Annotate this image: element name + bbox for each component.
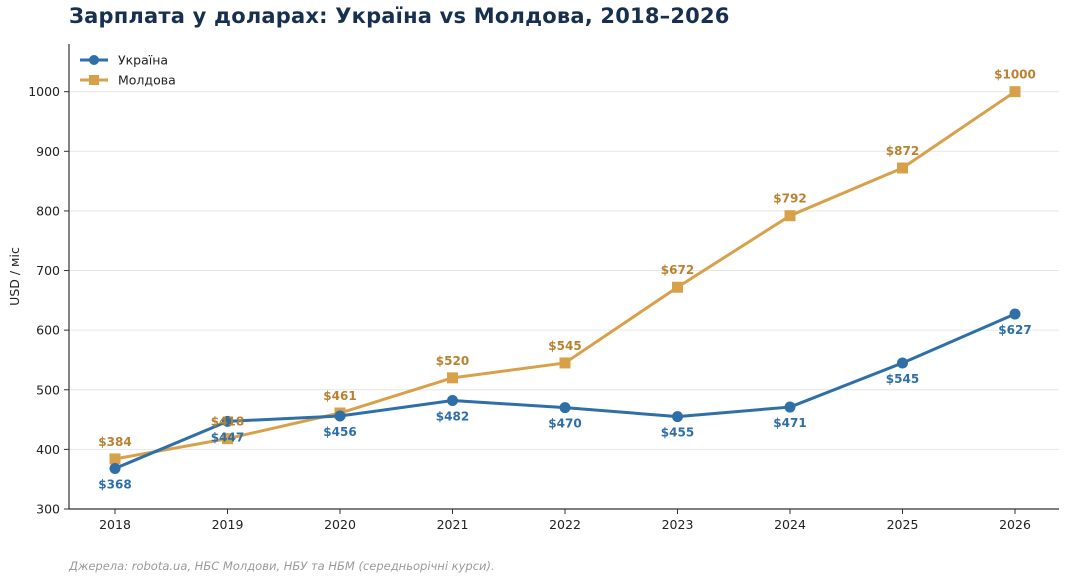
- data-label-ukraine: $456: [323, 425, 356, 439]
- data-label-ukraine: $627: [998, 323, 1031, 337]
- x-tick-label: 2019: [212, 517, 244, 532]
- data-labels: $368 $447 $456 $482 $470 $455 $471 $545 $627 $384…: [98, 68, 1036, 492]
- data-point-ukraine: [334, 410, 346, 422]
- data-point-ukraine: [447, 395, 458, 406]
- legend: Україна Молдова: [80, 53, 176, 88]
- data-label-moldova: $872: [886, 144, 919, 158]
- data-point-moldova: [1009, 86, 1021, 98]
- data-point-ukraine: [1009, 308, 1021, 320]
- x-tick-label: 2022: [549, 517, 581, 532]
- data-point-ukraine: [109, 462, 121, 474]
- data-label-moldova: $545: [548, 339, 581, 353]
- data-label-ukraine: $455: [661, 426, 694, 440]
- y-tick-label: 500: [36, 382, 60, 397]
- legend-label-moldova: Молдова: [118, 73, 176, 88]
- chart-title: Зарплата у доларах: Україна vs Молдова, …: [69, 4, 730, 28]
- data-point-moldova: [559, 357, 571, 369]
- x-tick-label: 2020: [324, 517, 356, 532]
- x-tick-label: 2018: [99, 517, 131, 532]
- y-axis-title: USD / міс: [7, 247, 22, 306]
- data-label-moldova: $672: [661, 263, 694, 277]
- source-note: Джерела: robota.ua, НБС Молдови, НБУ та …: [69, 559, 495, 573]
- data-point-ukraine: [784, 401, 796, 413]
- legend-marker-ukraine: [89, 55, 99, 65]
- data-point-moldova: [222, 433, 233, 445]
- data-point-moldova: [109, 453, 121, 465]
- data-label-moldova: $461: [323, 389, 356, 403]
- data-point-moldova: [784, 210, 796, 222]
- data-point-moldova: [897, 162, 908, 174]
- data-point-moldova: [672, 281, 683, 293]
- data-label-ukraine: $470: [548, 417, 581, 431]
- x-tick-label: 2024: [774, 517, 806, 532]
- data-label-moldova: $384: [98, 435, 131, 449]
- data-point-ukraine: [222, 415, 233, 427]
- data-point-moldova: [447, 372, 458, 384]
- x-tick-label: 2021: [437, 517, 469, 532]
- legend-marker-moldova: [89, 75, 99, 85]
- y-tick-label: 1000: [28, 84, 60, 99]
- data-label-moldova: $792: [773, 192, 806, 206]
- series-line-ukraine: [113, 312, 1017, 470]
- y-tick-label: 700: [36, 263, 60, 278]
- x-tick-label: 2025: [887, 517, 919, 532]
- data-point-ukraine: [897, 357, 908, 369]
- data-label-ukraine: $471: [773, 416, 806, 430]
- data-label-moldova: $418: [211, 415, 244, 429]
- data-label-ukraine: $447: [211, 430, 244, 444]
- y-tick-label: 400: [36, 442, 60, 457]
- y-tick-label: 800: [36, 203, 60, 218]
- legend-label-ukraine: Україна: [118, 53, 168, 68]
- gridlines: [69, 91, 1059, 450]
- data-point-ukraine: [559, 402, 571, 414]
- x-tick-label: 2023: [662, 517, 694, 532]
- y-tick-label: 900: [36, 144, 60, 159]
- data-label-ukraine: $368: [98, 477, 131, 491]
- data-label-ukraine: $545: [886, 372, 919, 386]
- y-tick-label: 300: [36, 502, 60, 517]
- y-tick-label: 600: [36, 323, 60, 338]
- data-label-moldova: $1000: [994, 68, 1036, 82]
- data-point-ukraine: [672, 411, 683, 423]
- x-tick-label: 2026: [999, 517, 1031, 532]
- data-label-moldova: $520: [436, 354, 469, 368]
- series-layer: [109, 86, 1021, 474]
- axes: 300 400 500 600 700 800 900 1000 2018 2019 2020 202…: [7, 44, 1059, 532]
- data-label-ukraine: $482: [436, 410, 469, 424]
